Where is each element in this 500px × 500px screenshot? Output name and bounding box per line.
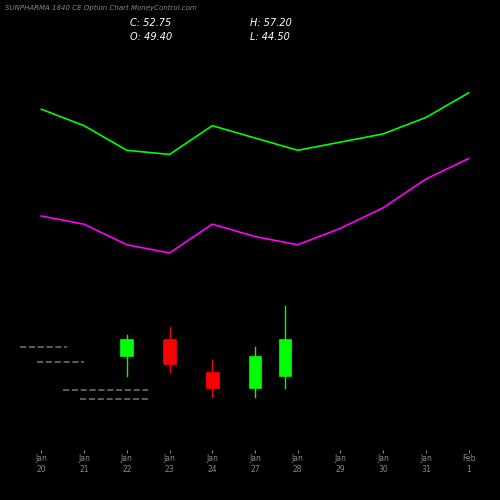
Bar bbox=[120, 339, 133, 355]
Text: C: 52.75: C: 52.75 bbox=[130, 18, 171, 28]
Bar bbox=[206, 372, 218, 388]
Bar bbox=[163, 339, 176, 364]
Text: L: 44.50: L: 44.50 bbox=[250, 32, 290, 42]
Bar bbox=[278, 339, 291, 376]
Bar bbox=[248, 356, 262, 388]
Text: SUNPHARMA 1840 CE Option Chart MoneyControl.com: SUNPHARMA 1840 CE Option Chart MoneyCont… bbox=[5, 5, 197, 11]
Text: H: 57.20: H: 57.20 bbox=[250, 18, 292, 28]
Text: O: 49.40: O: 49.40 bbox=[130, 32, 172, 42]
